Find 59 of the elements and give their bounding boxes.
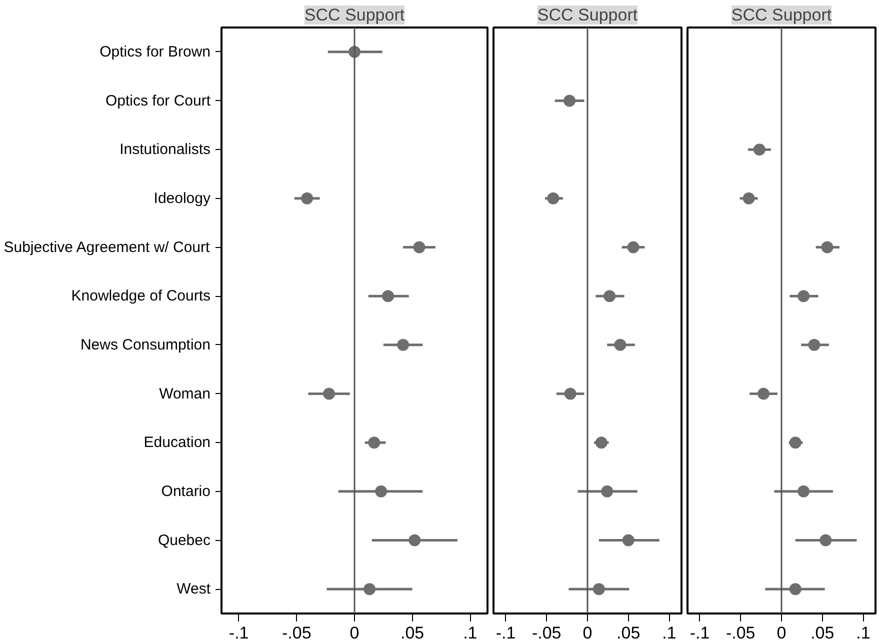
point — [382, 290, 394, 302]
chart-title: SCC Support — [304, 6, 405, 24]
x-tick-label: .1 — [463, 624, 478, 641]
x-tick-label: 0 — [350, 624, 360, 641]
y-tick-label: Woman — [159, 385, 211, 402]
y-tick-label: Optics for Court — [105, 92, 212, 110]
x-tick-label: -.05 — [532, 624, 562, 641]
x-tick-label: .05 — [616, 624, 640, 641]
point — [627, 241, 640, 254]
point — [301, 192, 314, 204]
point — [614, 338, 626, 351]
y-tick-label: News Consumption — [80, 336, 211, 354]
point — [821, 241, 834, 254]
point — [622, 534, 634, 546]
x-tick-label: -.1 — [228, 624, 249, 641]
x-tick-label: -.1 — [690, 624, 710, 641]
point — [368, 436, 380, 449]
point — [364, 583, 376, 596]
point — [413, 241, 426, 254]
x-tick-label: .1 — [662, 624, 676, 641]
point — [753, 144, 766, 156]
y-tick-label: West — [176, 580, 212, 598]
point — [564, 388, 576, 400]
x-tick-label: .05 — [400, 624, 424, 641]
x-tick-label: .05 — [810, 624, 834, 641]
x-tick-label: .1 — [856, 624, 870, 641]
x-tick-label: 0 — [776, 624, 786, 641]
point — [595, 436, 608, 449]
point — [323, 388, 336, 400]
y-tick-label: Education — [144, 434, 210, 452]
point — [798, 290, 810, 302]
x-tick-label: 0 — [582, 624, 592, 641]
point — [601, 485, 614, 498]
point — [798, 485, 810, 498]
point — [758, 388, 770, 400]
point — [604, 290, 616, 302]
y-tick-label: Ontario — [161, 482, 211, 500]
point — [408, 534, 421, 546]
point — [547, 192, 560, 204]
y-tick-label: Instutionalists — [120, 141, 211, 158]
x-tick-label: -.05 — [282, 624, 312, 641]
point — [397, 338, 410, 351]
point — [808, 338, 820, 351]
y-tick-label: Knowledge of Courts — [71, 288, 210, 305]
point — [789, 583, 802, 596]
point — [820, 534, 832, 546]
chart-title: SCC Support — [537, 6, 638, 24]
y-tick-label: Optics for Brown — [100, 43, 211, 60]
y-tick-label: Quebec — [158, 532, 211, 549]
point — [564, 94, 576, 107]
x-tick-label: -.05 — [726, 624, 756, 641]
point — [592, 583, 605, 596]
y-tick-label: Subjective Agreement w/ Court — [4, 238, 211, 256]
point — [375, 485, 388, 498]
point — [789, 436, 802, 449]
x-tick-label: -.1 — [496, 624, 516, 641]
point — [742, 192, 755, 204]
chart-title: SCC Support — [731, 6, 832, 24]
y-tick-label: Ideology — [154, 190, 211, 207]
